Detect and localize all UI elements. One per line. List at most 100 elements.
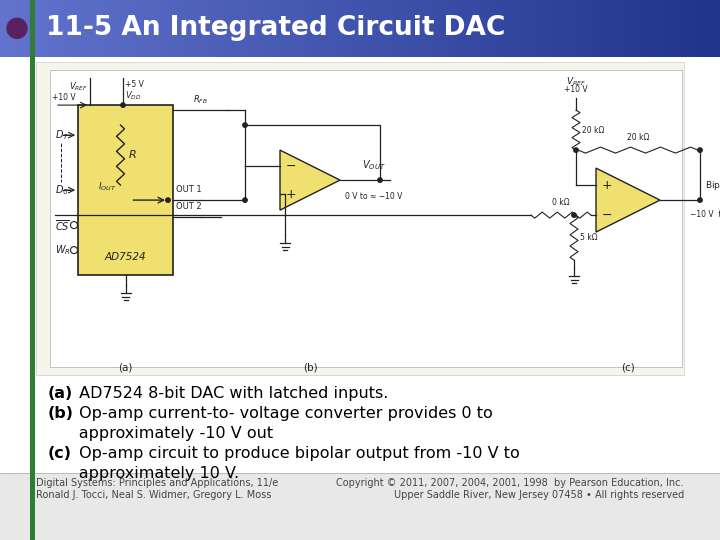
Bar (30, 0, 35, 540)
Text: (a): (a) (48, 386, 73, 401)
Text: AD7524 8-bit DAC with latched inputs.: AD7524 8-bit DAC with latched inputs. (74, 386, 388, 401)
Bar (216, 0, 226, 57)
Text: (c): (c) (621, 362, 635, 372)
Text: R: R (128, 150, 136, 160)
Text: $V_{REF}$: $V_{REF}$ (566, 75, 586, 87)
Text: Upper Saddle River, New Jersey 07458 • All rights reserved: Upper Saddle River, New Jersey 07458 • A… (394, 489, 684, 500)
Bar (171, 0, 181, 57)
Text: +: + (602, 179, 613, 192)
Bar (279, 0, 289, 57)
Circle shape (166, 198, 170, 202)
Bar (315, 0, 325, 57)
Text: +: + (286, 187, 297, 200)
Circle shape (243, 198, 247, 202)
Bar (711, 0, 720, 57)
Circle shape (698, 148, 702, 152)
Bar (513, 0, 523, 57)
Bar (387, 0, 397, 57)
Text: (c): (c) (48, 446, 72, 461)
Bar (189, 0, 199, 57)
Text: $V_{REF}$: $V_{REF}$ (69, 80, 88, 92)
Text: Op-amp current-to- voltage converter provides 0 to: Op-amp current-to- voltage converter pro… (74, 406, 492, 421)
Text: 20 kΩ: 20 kΩ (582, 126, 604, 134)
Bar (288, 0, 298, 57)
Bar (153, 0, 163, 57)
Bar (648, 0, 658, 57)
Bar (9, 0, 19, 57)
Text: 0 V to ≈ −10 V: 0 V to ≈ −10 V (345, 192, 402, 201)
Bar (18, 0, 28, 57)
Bar (522, 0, 532, 57)
Bar (198, 0, 208, 57)
Text: $V_{DD}$: $V_{DD}$ (125, 89, 142, 102)
Bar (351, 0, 361, 57)
Bar (45, 0, 55, 57)
Circle shape (574, 148, 578, 152)
Bar (234, 0, 244, 57)
Text: OUT 1: OUT 1 (176, 185, 202, 194)
Bar (81, 0, 91, 57)
Bar (108, 0, 118, 57)
Text: 5 kΩ: 5 kΩ (580, 233, 598, 242)
Bar (477, 0, 487, 57)
Bar (459, 0, 469, 57)
Text: −10 V  to ≈ 10 V: −10 V to ≈ 10 V (690, 210, 720, 219)
Text: $W_R$: $W_R$ (55, 243, 71, 257)
Bar (504, 0, 514, 57)
Bar (396, 0, 406, 57)
Bar (0, 57, 720, 540)
Bar (549, 0, 559, 57)
Circle shape (243, 123, 247, 127)
Text: −: − (286, 160, 297, 173)
Bar (99, 0, 109, 57)
Bar (675, 0, 685, 57)
Bar (450, 0, 460, 57)
Bar (621, 0, 631, 57)
Circle shape (121, 103, 125, 107)
Text: $I_{OUT}$: $I_{OUT}$ (98, 180, 117, 193)
Text: AD7524: AD7524 (104, 252, 146, 262)
Text: −: − (602, 208, 613, 221)
Text: (b): (b) (302, 362, 318, 372)
Text: Copyright © 2011, 2007, 2004, 2001, 1998  by Pearson Education, Inc.: Copyright © 2011, 2007, 2004, 2001, 1998… (336, 477, 684, 488)
Bar (540, 0, 550, 57)
Bar (558, 0, 568, 57)
Bar (36, 0, 46, 57)
Bar (36, 62, 684, 375)
Bar (162, 0, 172, 57)
Text: $V_{OUT}$: $V_{OUT}$ (362, 158, 386, 172)
Bar (342, 0, 352, 57)
Bar (144, 0, 154, 57)
Bar (486, 0, 496, 57)
Text: approximately 10 V.: approximately 10 V. (48, 466, 239, 481)
Bar (441, 0, 451, 57)
Bar (495, 0, 505, 57)
Bar (657, 0, 667, 57)
Bar (90, 0, 100, 57)
Bar (414, 0, 424, 57)
Bar (27, 0, 37, 57)
Bar (594, 0, 604, 57)
Bar (567, 0, 577, 57)
Ellipse shape (7, 18, 27, 38)
Text: Op-amp circuit to produce bipolar output from -10 V to: Op-amp circuit to produce bipolar output… (74, 446, 520, 461)
Text: 20 kΩ: 20 kΩ (627, 133, 649, 142)
Bar (261, 0, 271, 57)
Bar (270, 0, 280, 57)
Text: +10 V: +10 V (52, 93, 76, 102)
Bar (702, 0, 712, 57)
Bar (0, 472, 720, 540)
Text: +10 V: +10 V (564, 85, 588, 94)
Text: approximately -10 V out: approximately -10 V out (48, 426, 273, 441)
Polygon shape (596, 168, 660, 232)
Circle shape (572, 213, 576, 217)
Bar (405, 0, 415, 57)
Text: Bipolar $V_{OUT}$: Bipolar $V_{OUT}$ (705, 179, 720, 192)
Text: $R_{FB}$: $R_{FB}$ (193, 93, 208, 106)
Bar (603, 0, 613, 57)
Text: $D_7$: $D_7$ (55, 128, 68, 142)
Bar (117, 0, 127, 57)
Text: Digital Systems: Principles and Applications, 11/e: Digital Systems: Principles and Applicat… (36, 477, 278, 488)
Bar (612, 0, 622, 57)
Bar (531, 0, 541, 57)
